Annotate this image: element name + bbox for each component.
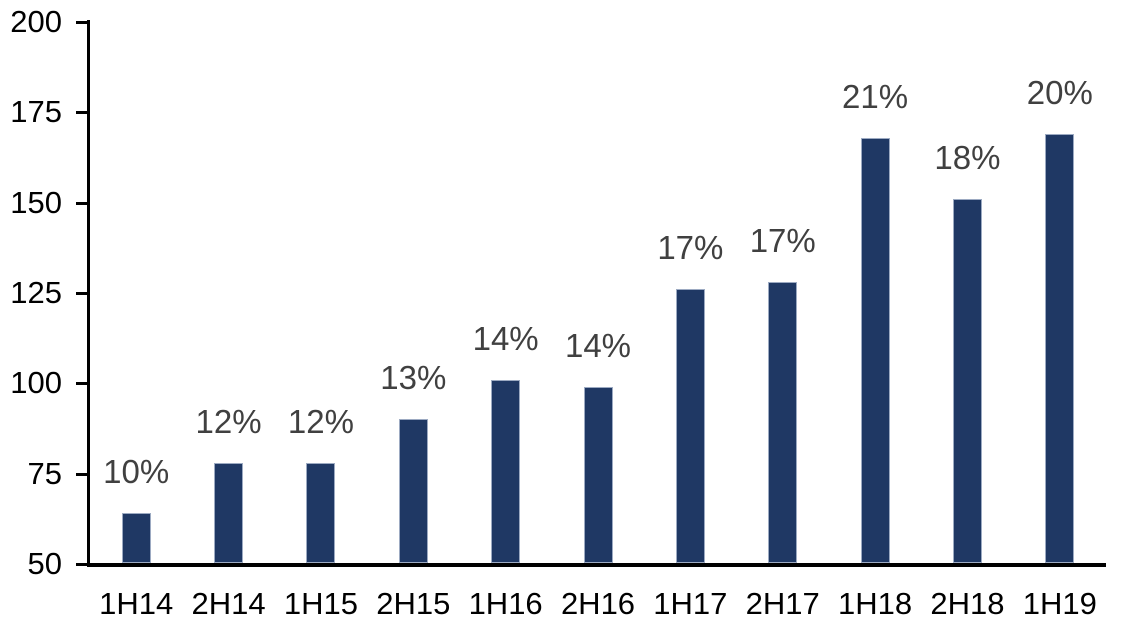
bar (583, 386, 613, 563)
bar (952, 199, 982, 563)
y-axis-tick-mark (76, 472, 89, 476)
bar-value-label: 10% (103, 453, 170, 491)
y-axis-tick-mark (76, 201, 89, 205)
y-axis-tick-mark (76, 563, 89, 566)
y-axis-tick-mark (76, 111, 89, 115)
x-axis-label: 1H18 (838, 586, 913, 621)
x-axis-label: 2H17 (745, 586, 820, 621)
y-axis-tick-mark (76, 382, 89, 386)
bar-value-label: 18% (934, 139, 1001, 177)
x-axis-line (87, 563, 1106, 567)
x-axis-label: 2H16 (560, 586, 636, 621)
bar-value-label: 13% (380, 359, 447, 397)
x-axis-label: 1H14 (99, 586, 174, 621)
x-axis-label: 2H15 (376, 586, 451, 621)
bar-value-label: 20% (1026, 74, 1093, 111)
y-axis-tick-label: 125 (10, 275, 62, 310)
bar-value-label: 12% (195, 402, 262, 440)
y-axis-tick-mark (76, 21, 89, 24)
y-axis-tick-label: 100 (10, 365, 62, 401)
x-axis-label: 1H15 (283, 586, 358, 621)
x-axis-label: 1H19 (1022, 586, 1097, 621)
bar-value-label: 17% (749, 222, 816, 260)
y-axis-line (87, 20, 90, 566)
x-axis-label: 1H17 (653, 586, 728, 621)
x-axis-label: 2H18 (930, 586, 1005, 621)
bar-value-label: 12% (287, 402, 354, 440)
y-axis-tick-label: 50 (27, 546, 62, 581)
y-axis-tick-mark (76, 292, 89, 295)
x-axis-label: 2H14 (191, 586, 266, 621)
bar (491, 379, 521, 563)
bar (860, 137, 890, 563)
y-axis-tick-label: 150 (10, 184, 62, 220)
y-axis-tick-label: 200 (10, 4, 62, 39)
bar-value-label: 14% (472, 319, 539, 357)
bar (398, 419, 428, 563)
bar (1045, 134, 1075, 563)
bar (121, 513, 151, 563)
bar (675, 289, 705, 563)
x-axis-label: 1H16 (468, 586, 543, 621)
bar (768, 282, 798, 563)
bar (214, 462, 244, 563)
bar-value-label: 21% (842, 77, 909, 115)
bar-value-label: 14% (564, 326, 632, 364)
y-axis-tick-label: 75 (27, 455, 62, 491)
bar (306, 462, 336, 563)
y-axis-tick-label: 175 (10, 94, 62, 130)
bar-value-label: 17% (657, 229, 724, 267)
